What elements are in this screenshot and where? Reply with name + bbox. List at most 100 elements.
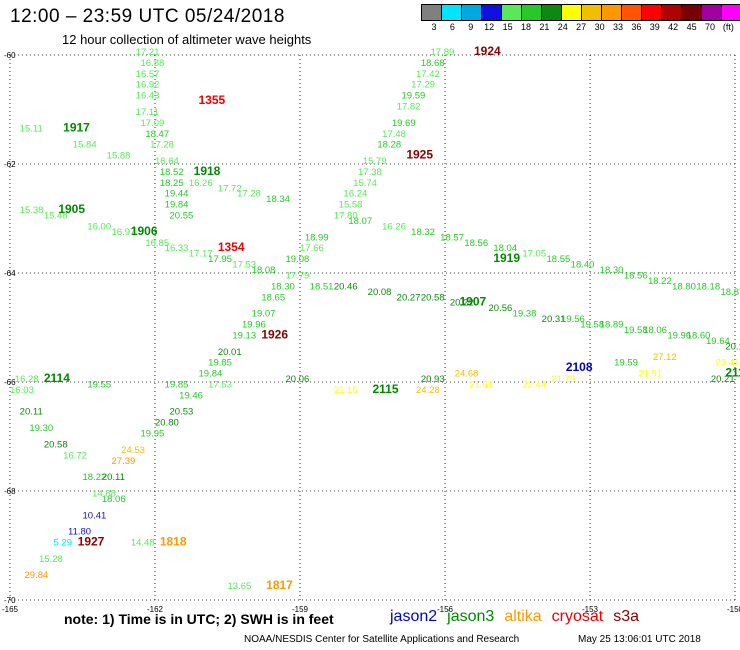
wave-height-value: 17.29: [411, 80, 435, 91]
color-scale-swatch: [682, 5, 702, 20]
wave-height-value: 19.44: [165, 189, 189, 200]
wave-height-value: 19.85: [208, 358, 232, 369]
wave-height-value: 21.61: [469, 379, 493, 390]
wave-height-value: 19.96: [667, 330, 691, 341]
wave-height-value: 16.64: [155, 156, 179, 167]
wave-height-value: 17.09: [141, 118, 165, 129]
wave-height-value: 18.30: [600, 265, 624, 276]
x-tick-label: -150: [727, 605, 740, 614]
wave-height-value: 16.97: [112, 227, 136, 238]
footer-credit: NOAA/NESDIS Center for Satellite Applica…: [244, 634, 520, 645]
wave-height-value: 23.41: [716, 358, 740, 369]
wave-height-value: 18.30: [271, 281, 295, 292]
wave-height-value: 17.79: [286, 270, 310, 281]
wave-height-value: 18.32: [411, 227, 435, 238]
map-note: note: 1) Time is in UTC; 2) SWH is in fe…: [64, 611, 334, 627]
wave-height-value: 16.33: [165, 243, 189, 254]
color-scale-swatch: [422, 5, 442, 20]
y-tick-label: -70: [4, 596, 16, 605]
color-scale-label: 36: [631, 22, 642, 32]
color-scale-label: 6: [449, 22, 455, 32]
wave-height-value: 19.96: [242, 320, 266, 331]
wave-height-value: 17.42: [416, 69, 440, 80]
wave-height-value: 17.80: [334, 211, 358, 222]
wave-height-value: 19.85: [165, 379, 189, 390]
wave-height-value: 19.84: [199, 369, 223, 380]
wave-height-value: 16.57: [136, 69, 160, 80]
wave-height-value: 17.17: [189, 249, 213, 260]
legend-item-cryosat: cryosat: [551, 608, 604, 625]
wave-height-value: 19.59: [402, 91, 426, 102]
legend-item-altika: altika: [504, 608, 542, 625]
satellite-legend: jason2 jason3 altika cryosat s3a: [390, 608, 649, 626]
wave-height-value: 20.08: [368, 287, 392, 298]
page-title: 12:00 – 23:59 UTC 05/24/2018: [10, 6, 285, 27]
wave-height-value: 17.48: [382, 129, 406, 140]
wave-height-value: 18.08: [252, 265, 276, 276]
y-tick-label: -62: [4, 160, 16, 169]
wave-height-value: 20.01: [218, 347, 242, 358]
wave-height-value: 22.44: [522, 379, 546, 390]
wave-height-value: 18.34: [266, 194, 290, 205]
wave-height-value: 20.58: [421, 292, 445, 303]
wave-height-value: 18.56: [464, 238, 488, 249]
pass-time-label: 1907: [460, 295, 487, 309]
wave-height-value: 20.10: [725, 341, 740, 352]
color-scale-swatch: [482, 5, 502, 20]
color-scale-swatch: [702, 5, 722, 20]
wave-height-value: 20.27: [397, 292, 421, 303]
pass-time-label: 1817: [266, 578, 293, 592]
wave-height-value: 19.56: [561, 314, 585, 325]
wave-height-value: 27.39: [112, 456, 136, 467]
wave-height-value: 21.79: [551, 374, 575, 385]
wave-height-value: 17.66: [300, 243, 324, 254]
wave-height-value: 18.22: [83, 472, 107, 483]
pass-time-label: 1918: [194, 164, 221, 178]
color-scale-label: 70: [704, 22, 715, 32]
color-scale-swatch: [582, 5, 602, 20]
wave-height-value: 19.64: [706, 336, 730, 347]
x-tick-label: -159: [292, 605, 309, 614]
wave-height-value: 16.26: [189, 178, 213, 189]
wave-height-value: 18.22: [648, 276, 672, 287]
wave-height-value: 19.46: [179, 390, 203, 401]
color-scale-swatch: [642, 5, 662, 20]
pass-time-label: 1354: [218, 240, 245, 254]
wave-height-value: 18.51: [310, 281, 334, 292]
color-scale-label: 27: [576, 22, 587, 32]
wave-height-value: 17.82: [397, 102, 421, 113]
color-scale-label: (ft): [722, 22, 734, 32]
color-scale-label: 21: [539, 22, 550, 32]
wave-height-value: 13.65: [228, 581, 252, 592]
wave-height-value: 18.06: [102, 494, 126, 505]
wave-height-value: 19.84: [165, 200, 189, 211]
wave-height-value: 15.74: [353, 178, 377, 189]
wave-height-value: 20.22: [450, 298, 474, 309]
wave-height-value: 17.89: [431, 47, 455, 58]
wave-height-value: 18.18: [696, 281, 720, 292]
wave-height-value: 21.15: [334, 385, 358, 396]
wave-height-value: 18.25: [160, 178, 184, 189]
pass-time-label: 1818: [160, 535, 187, 549]
wave-height-value: 17.72: [218, 183, 242, 194]
pass-time-label: 1925: [406, 148, 433, 162]
wave-height-value: 18.06: [643, 325, 667, 336]
wave-height-value: 19.30: [29, 423, 53, 434]
y-tick-label: -64: [4, 269, 16, 278]
wave-height-value: 21.91: [638, 369, 662, 380]
wave-height-value: 16.85: [145, 238, 169, 249]
pass-time-label: 1919: [493, 251, 520, 265]
wave-height-value: 17.05: [522, 249, 546, 260]
legend-item-jason3: jason3: [447, 608, 495, 625]
wave-height-value: 17.28: [150, 140, 174, 151]
color-scale-swatch: [542, 5, 562, 20]
pass-time-label: 2108: [566, 360, 593, 374]
wave-height-value: 20.06: [286, 374, 310, 385]
wave-height-value: 29.84: [25, 570, 49, 581]
wave-height-value: 20.93: [421, 374, 445, 385]
wave-height-value: 19.07: [252, 309, 276, 320]
wave-height-value: 15.38: [20, 205, 44, 216]
